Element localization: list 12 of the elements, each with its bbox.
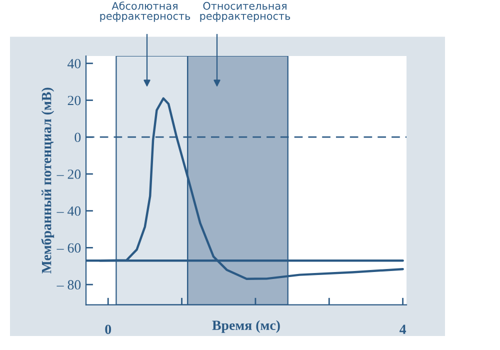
y-tick-label: 0	[74, 132, 81, 142]
x-tick-label: 4	[400, 324, 406, 334]
y-tick-label: 20	[68, 96, 81, 106]
y-tick-label: – 80	[56, 280, 81, 290]
x-axis-title: Время (мс)	[212, 320, 280, 333]
y-tick-label: – 40	[56, 206, 81, 216]
y-tick-label: – 20	[56, 170, 81, 179]
text: Абсолютная рефрактерность	[100, 2, 190, 22]
y-axis-title: Мембранный потенциал (мВ)	[41, 88, 54, 274]
text: Относительная рефрактерность	[200, 2, 290, 22]
y-tick-label: – 60	[56, 243, 81, 253]
y-tick-label: 40	[68, 58, 81, 68]
